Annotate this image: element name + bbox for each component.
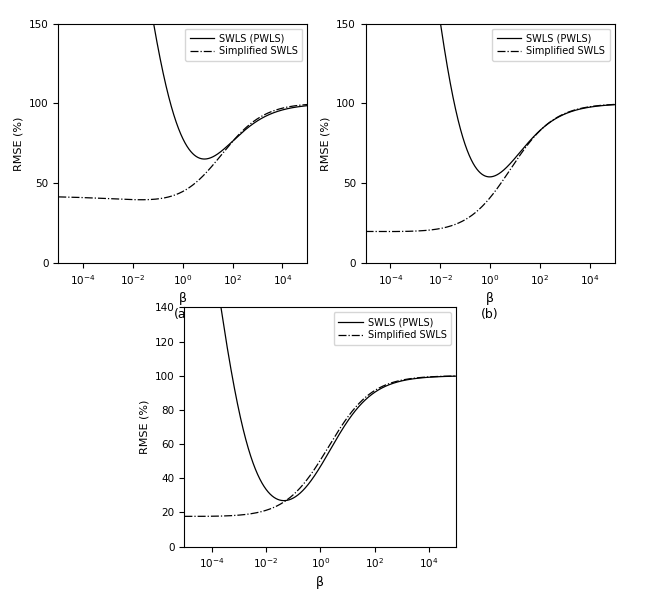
Simplified SWLS [272,106,280,113]
SWLS (PWLS) [212,268,219,275]
Simplified SWLS [362,228,369,235]
SWLS (PWLS) [150,21,158,28]
SWLS (PWLS) [285,496,292,504]
SWLS (PWLS) [272,109,280,116]
SWLS (PWLS) [280,497,288,504]
SWLS (PWLS) [447,373,455,380]
Simplified SWLS [228,512,236,519]
Simplified SWLS [296,484,304,491]
Simplified SWLS [390,228,398,235]
SWLS (PWLS) [452,372,460,379]
SWLS (PWLS) [418,374,426,381]
X-axis label: β: β [486,292,494,305]
SWLS (PWLS) [160,76,168,83]
Simplified SWLS [83,194,91,202]
Simplified SWLS [212,512,219,519]
Legend: SWLS (PWLS), Simplified SWLS: SWLS (PWLS), Simplified SWLS [333,312,451,345]
Simplified SWLS [137,196,145,203]
Simplified SWLS [98,195,105,202]
SWLS (PWLS) [457,128,465,135]
Simplified SWLS [54,193,62,200]
Line: SWLS (PWLS): SWLS (PWLS) [366,0,615,177]
Line: Simplified SWLS: Simplified SWLS [184,376,456,517]
SWLS (PWLS) [303,102,311,109]
Simplified SWLS [150,196,158,203]
Y-axis label: RMSE (%): RMSE (%) [13,116,23,171]
Line: SWLS (PWLS): SWLS (PWLS) [58,0,307,159]
Line: SWLS (PWLS): SWLS (PWLS) [184,110,456,501]
Y-axis label: RMSE (%): RMSE (%) [139,400,149,454]
Simplified SWLS [181,513,188,520]
Simplified SWLS [383,228,391,235]
Simplified SWLS [447,372,455,379]
Text: (a): (a) [174,309,192,322]
Simplified SWLS [285,495,292,502]
Line: Simplified SWLS: Simplified SWLS [366,105,615,232]
SWLS (PWLS) [486,173,494,180]
X-axis label: β: β [316,576,324,589]
Simplified SWLS [160,194,168,202]
Simplified SWLS [457,218,465,225]
SWLS (PWLS) [296,489,304,496]
Y-axis label: RMSE (%): RMSE (%) [320,116,331,171]
SWLS (PWLS) [468,157,476,164]
SWLS (PWLS) [201,155,208,163]
Line: Simplified SWLS: Simplified SWLS [58,105,307,200]
SWLS (PWLS) [606,102,614,109]
Simplified SWLS [299,102,307,109]
Text: (b): (b) [481,309,499,322]
Simplified SWLS [606,101,614,108]
SWLS (PWLS) [611,101,619,108]
Simplified SWLS [452,372,460,379]
Legend: SWLS (PWLS), Simplified SWLS: SWLS (PWLS), Simplified SWLS [492,28,609,61]
Simplified SWLS [611,101,619,108]
Simplified SWLS [303,101,311,108]
Simplified SWLS [418,374,426,381]
Simplified SWLS [405,228,413,235]
SWLS (PWLS) [181,106,188,113]
SWLS (PWLS) [579,105,587,112]
X-axis label: β: β [179,292,187,305]
Simplified SWLS [189,513,197,520]
SWLS (PWLS) [228,369,236,376]
Legend: SWLS (PWLS), Simplified SWLS: SWLS (PWLS), Simplified SWLS [184,28,302,61]
Simplified SWLS [579,105,587,112]
SWLS (PWLS) [299,103,307,110]
Simplified SWLS [468,212,476,219]
